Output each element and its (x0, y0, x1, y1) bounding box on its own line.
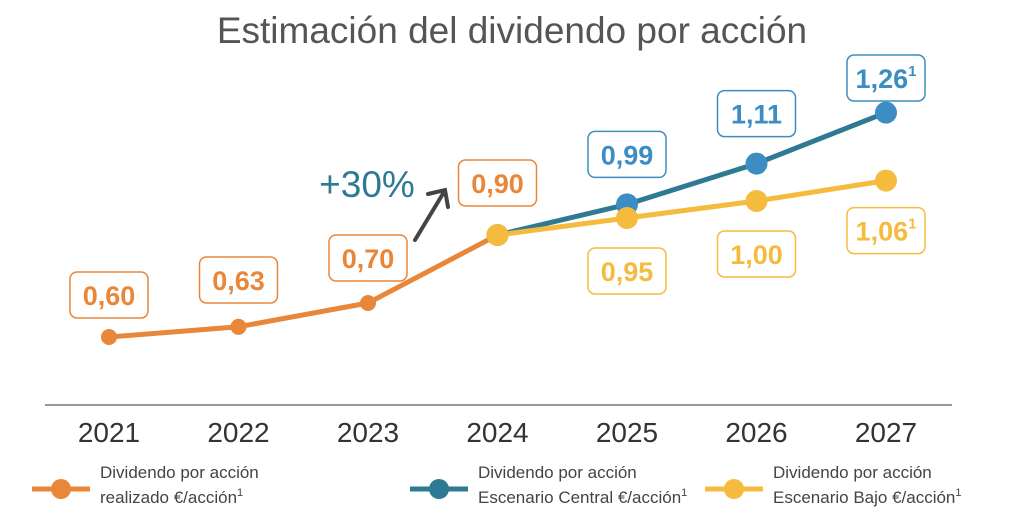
legend-item-1: Dividendo por acción Escenario Central €/… (410, 463, 687, 507)
svg-text:1,261: 1,261 (856, 63, 917, 94)
data-point (745, 152, 768, 175)
x-tick-label: 2023 (337, 417, 399, 448)
svg-text:0,63: 0,63 (212, 266, 265, 296)
svg-text:0,60: 0,60 (83, 281, 136, 311)
data-label: 1,061 (846, 206, 926, 255)
svg-text:Escenario Central €/acción1: Escenario Central €/acción1 (478, 487, 687, 507)
data-label: 0,95 (587, 247, 667, 295)
x-tick-label: 2024 (466, 417, 528, 448)
x-tick-label: 2025 (596, 417, 658, 448)
data-point (101, 329, 117, 345)
growth-annotation: +30% (319, 164, 415, 205)
data-point (875, 101, 897, 124)
svg-text:0,90: 0,90 (471, 169, 524, 199)
series-line-0 (108, 232, 499, 340)
data-label: 0,63 (198, 256, 279, 304)
svg-text:1,11: 1,11 (731, 100, 782, 130)
x-tick-label: 2027 (855, 417, 917, 448)
legend-item-0: Dividendo por acción realizado €/acción1 (32, 463, 259, 507)
series-line-2 (497, 178, 887, 238)
svg-text:0,95: 0,95 (601, 257, 654, 287)
data-label: 0,70 (328, 234, 408, 282)
svg-text:1,00: 1,00 (730, 240, 783, 270)
x-tick-label: 2026 (725, 417, 787, 448)
data-label: 0,90 (457, 159, 538, 207)
data-point (875, 169, 897, 192)
svg-text:Escenario Bajo €/acción1: Escenario Bajo €/acción1 (773, 487, 962, 507)
x-tick-label: 2021 (78, 417, 140, 448)
svg-text:realizado €/acción1: realizado €/acción1 (100, 487, 243, 507)
legend-item-2: Dividendo por acción Escenario Bajo €/acc… (705, 463, 962, 507)
svg-text:0,99: 0,99 (601, 140, 654, 170)
svg-text:Dividendo por acción: Dividendo por acción (478, 463, 637, 482)
data-label: 1,00 (716, 230, 797, 278)
data-point (616, 207, 638, 229)
svg-text:Dividendo por acción: Dividendo por acción (773, 463, 932, 482)
svg-text:Dividendo por acción: Dividendo por acción (100, 463, 259, 482)
x-tick-label: 2022 (207, 417, 269, 448)
data-label: 0,99 (587, 130, 667, 179)
data-point (486, 224, 509, 246)
data-point (230, 318, 247, 335)
data-point (360, 295, 376, 311)
svg-text:0,70: 0,70 (342, 244, 395, 274)
data-label: 0,60 (69, 271, 149, 319)
chart-title: Estimación del dividendo por acción (217, 10, 807, 51)
data-label: 1,261 (846, 54, 926, 102)
data-point (745, 190, 768, 212)
data-label: 1,11 (716, 89, 797, 138)
arrow-up-right-icon (413, 187, 450, 242)
series-line-1 (496, 110, 887, 238)
svg-text:1,061: 1,061 (856, 216, 917, 247)
